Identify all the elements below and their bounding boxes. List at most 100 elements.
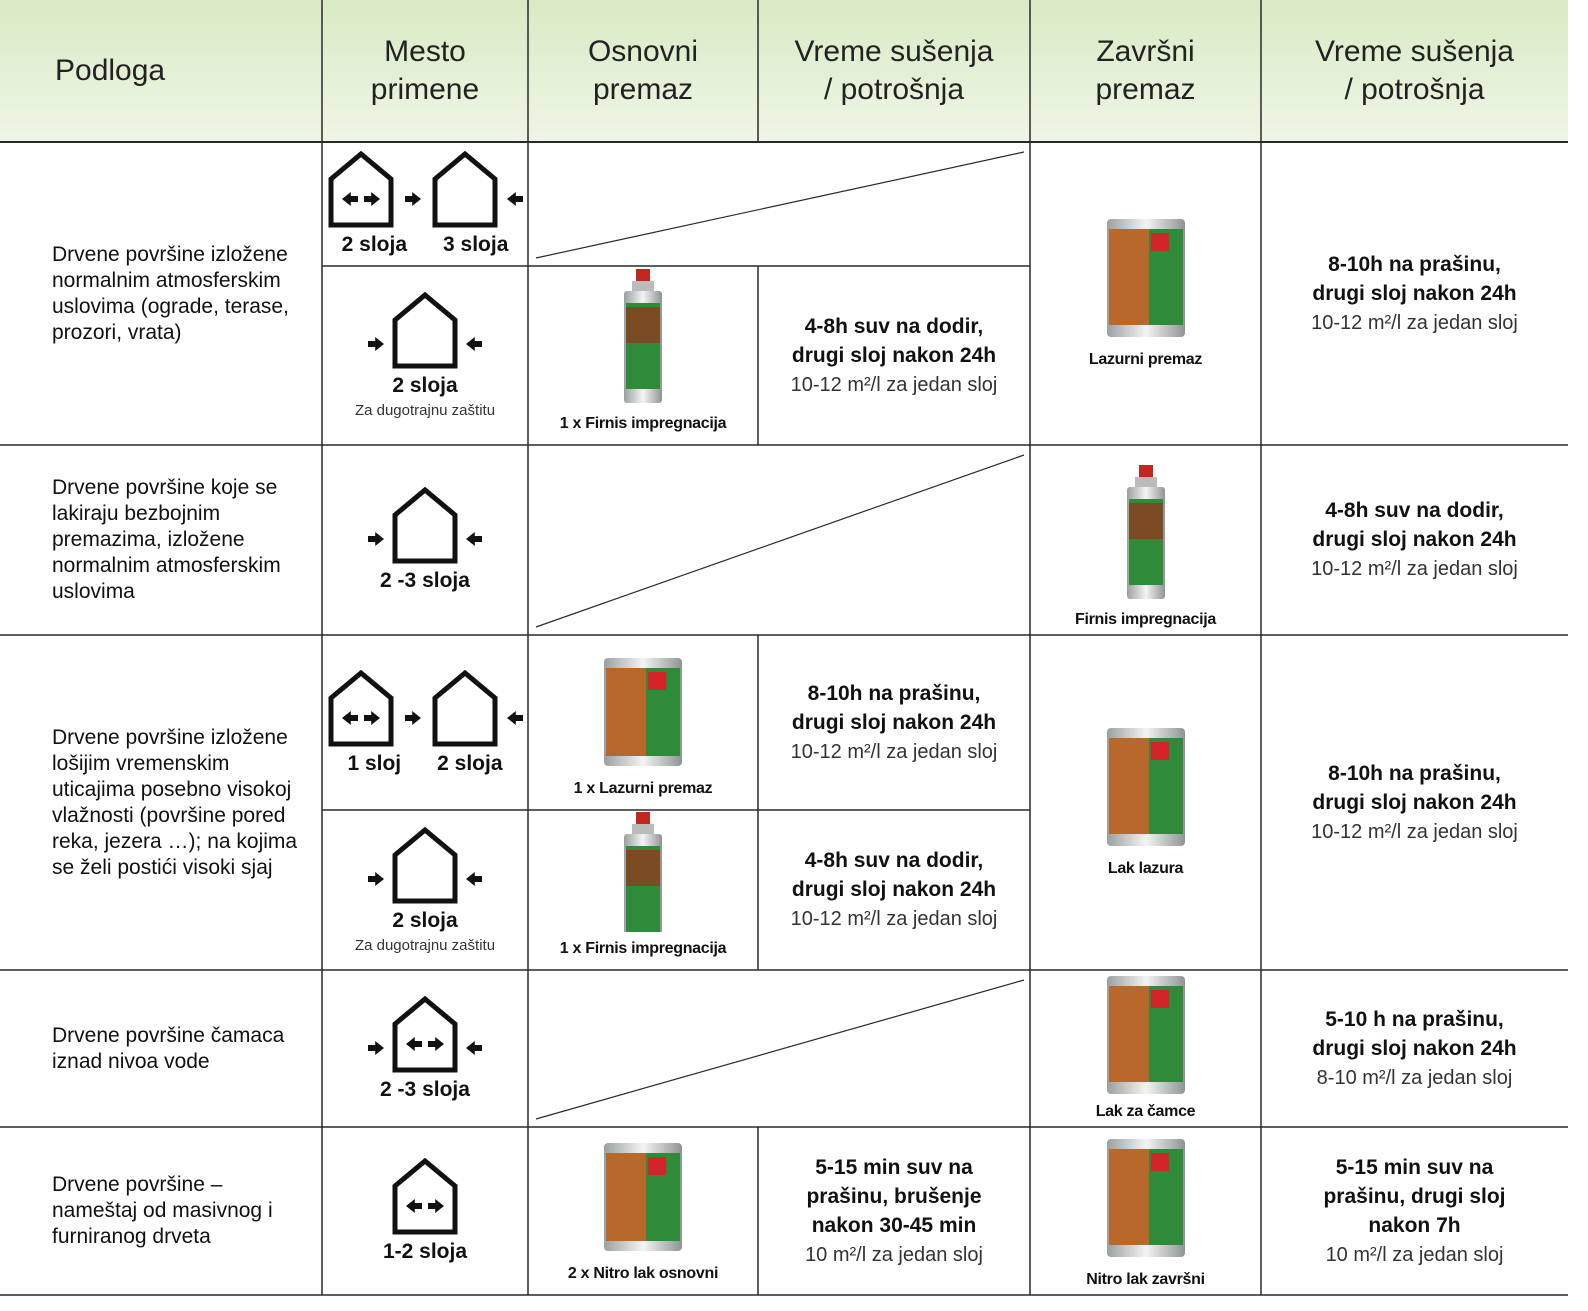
- layers-row: 2 sloja: [392, 374, 457, 398]
- arrow: [507, 710, 523, 725]
- brand-badge: [1150, 232, 1169, 251]
- location-icon: [392, 1158, 458, 1235]
- drying-time: drugi sloj nakon 24h: [791, 343, 997, 367]
- arrow: [466, 1040, 482, 1055]
- consumption: 8-10 m²/l za jedan sloj: [1316, 1066, 1513, 1089]
- house: [392, 487, 458, 564]
- brand-badge: [1150, 741, 1169, 760]
- base-product: 2 x Nitro lak osnovni: [567, 1265, 719, 1282]
- location-icon: [328, 669, 523, 746]
- label-img: [626, 850, 660, 886]
- location-cell: 2 -3 sloja: [322, 970, 528, 1127]
- finish-cell: Lazurni premaz: [1030, 142, 1261, 445]
- arrow: [406, 1199, 422, 1213]
- layers: 1 sloj: [347, 751, 402, 775]
- product-bottle: [624, 269, 662, 403]
- header-text: premaz: [1095, 73, 1196, 106]
- product-can: [1106, 976, 1185, 1094]
- arrow: [428, 1199, 444, 1213]
- arrow: [466, 532, 482, 546]
- substrate-text: Drvene površine izložene lošijim vremens…: [52, 725, 298, 879]
- arrow: [368, 1040, 384, 1055]
- drying-time: drugi sloj nakon 24h: [1312, 790, 1517, 814]
- base-drying-cell: 5-15 min suv na prašinu, brušenje nakon 30…: [758, 1127, 1030, 1295]
- layers-row: 1-2 sloja: [383, 1240, 467, 1264]
- cap: [1138, 465, 1153, 479]
- location-icon: [328, 151, 523, 228]
- consumption: 10-12 m²/l za jedan sloj: [1311, 820, 1518, 843]
- layers: 3 sloja: [443, 233, 509, 256]
- label-img: [626, 307, 660, 343]
- house: [328, 151, 394, 228]
- product-can: [1106, 218, 1185, 337]
- drying-time: prašinu, drugi sloj: [1323, 1184, 1506, 1208]
- header-text: / potrošnja: [823, 73, 965, 106]
- note: Za dugotrajnu zaštitu: [354, 936, 496, 954]
- finish-cell: Lak za čamce: [1030, 970, 1261, 1127]
- house: [392, 995, 458, 1072]
- substrate-text: Drvene površine čamaca iznad nivoa vode: [52, 1023, 285, 1073]
- layers-row: 2 -3 sloja: [380, 569, 470, 593]
- substrate-cell: Drvene površine čamaca iznad nivoa vode: [0, 970, 322, 1127]
- product-can: [604, 1143, 682, 1251]
- neck: [632, 824, 654, 834]
- brand-badge: [648, 672, 666, 690]
- drying-time: drugi sloj nakon 24h: [791, 878, 997, 901]
- location-cell: 2 -3 sloja: [322, 445, 528, 635]
- consumption: 10-12 m²/l za jedan sloj: [1311, 311, 1518, 334]
- base-product: 1 x Firnis impregnacija: [559, 940, 727, 957]
- base-drying-cell: 4-8h suv na dodir, drugi sloj nakon 24h 10…: [758, 810, 1030, 970]
- header-text: primene: [370, 73, 480, 106]
- finish-cell: Nitro lak završni: [1030, 1127, 1261, 1295]
- drying-time: 8-10h na prašinu,: [1328, 252, 1501, 276]
- arrow: [364, 710, 380, 725]
- drying-time: drugi sloj nakon 24h: [1312, 1036, 1517, 1060]
- cap: [636, 269, 650, 283]
- drying-time: 4-8h suv na dodir,: [1325, 499, 1504, 522]
- finish-product: Firnis impregnacija: [1074, 611, 1216, 628]
- arrow: [428, 1036, 444, 1051]
- label-img: [1128, 503, 1163, 539]
- layers-row: 2 sloja: [392, 909, 457, 933]
- finish-product: Lak za čamce: [1095, 1103, 1196, 1120]
- layers: 1-2 sloja: [382, 1240, 468, 1263]
- header-text: Mesto: [384, 35, 466, 68]
- house: [392, 292, 458, 369]
- header-text: premaz: [592, 73, 694, 106]
- drying-time: drugi sloj nakon 24h: [1312, 528, 1517, 551]
- drying-time: 8-10h na prašinu,: [807, 681, 981, 705]
- label-img: [1108, 1149, 1149, 1245]
- cap: [636, 812, 650, 826]
- arrow: [507, 192, 523, 206]
- drying-time: 4-8h suv na dodir,: [804, 314, 984, 338]
- base-cell: 2 x Nitro lak osnovni: [528, 1127, 758, 1295]
- header-cell: Završni premaz: [1030, 0, 1261, 142]
- arrow: [406, 1036, 422, 1051]
- header-text: / potrošnja: [1344, 73, 1485, 106]
- substrate-cell: Drvene površine – nameštaj od masivnog i…: [0, 1127, 322, 1295]
- location-cell: 1-2 sloja: [322, 1127, 528, 1295]
- layers: 2 -3 sloja: [380, 1077, 470, 1101]
- consumption: 10-12 m²/l za jedan sloj: [790, 740, 998, 763]
- base-cell: 1 x Firnis impregnacija: [528, 810, 758, 970]
- brand-badge: [1150, 990, 1169, 1008]
- substrate-cell: Drvene površine koje se lakiraju bezbojn…: [0, 445, 322, 635]
- drying-time: nakon 7h: [1368, 1213, 1461, 1237]
- drying-time: prašinu, brušenje: [806, 1184, 982, 1208]
- substrate-text: Drvene površine – nameštaj od masivnog i…: [52, 1173, 273, 1248]
- substrate-text: Drvene površine izložene normalnim atmos…: [52, 242, 289, 344]
- table-line: [535, 454, 1025, 628]
- location-icon: [368, 995, 482, 1072]
- drying-time: 5-15 min suv na: [815, 1155, 973, 1179]
- location-icon: [368, 826, 482, 903]
- header-cell: Mesto primene: [322, 0, 528, 142]
- drying-time: 8-10h na prašinu,: [1328, 761, 1501, 785]
- location-icon: [368, 487, 482, 564]
- substrate-cell: Drvene površine izložene lošijim vremens…: [0, 635, 322, 970]
- layers: 2 sloja: [341, 233, 407, 256]
- label-img: [1108, 228, 1149, 325]
- layers-row: 1 sloj 2 sloja: [347, 752, 502, 776]
- brand-badge: [1150, 1153, 1169, 1171]
- header-cell: Osnovni premaz: [528, 0, 758, 142]
- drying-time: drugi sloj nakon 24h: [1312, 281, 1517, 305]
